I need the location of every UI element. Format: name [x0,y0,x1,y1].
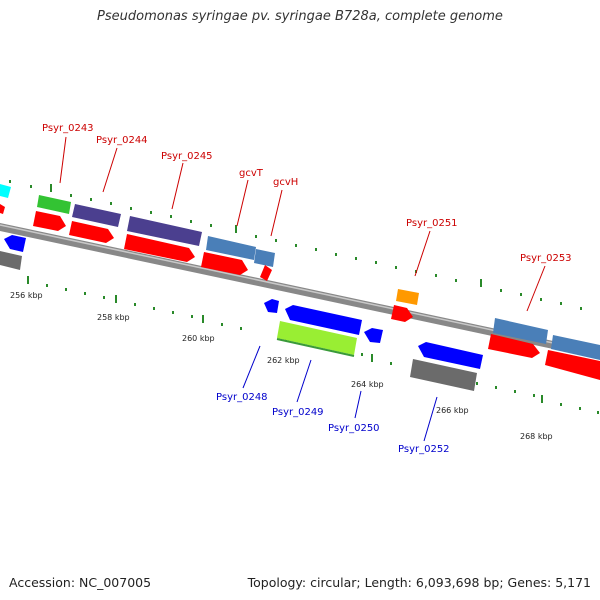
cds-reverse-arrow[interactable] [264,299,279,313]
gene-label-psyr0245[interactable]: Psyr_0245 [161,151,213,162]
scale-label: 266 kbp [436,406,469,415]
gene-cog-lime-shadow [276,338,355,357]
gene-cog-gray-psyr0252[interactable] [410,359,477,391]
cds-reverse-arrow[interactable] [364,328,383,343]
scale-label: 262 kbp [267,356,300,365]
gene-cog-green-psyr0243[interactable] [37,195,71,214]
gene-cog-purple-psyr0245[interactable] [127,216,202,246]
leader-line [59,136,67,184]
gene-cog-steelblue-right[interactable] [551,335,600,360]
reverse-leader-lines [242,345,438,442]
gene-label-gcvh[interactable]: gcvH [273,177,298,188]
cds-reverse-arrow[interactable] [418,342,483,369]
cds-reverse-arrow[interactable] [4,235,26,252]
gene-label-psyr0252[interactable]: Psyr_0252 [398,444,450,455]
leader-line [171,162,184,210]
gene-cog-orange-psyr0251[interactable] [396,289,419,305]
cds-forward-arrow[interactable] [0,204,5,214]
cds-forward-arrow[interactable] [124,234,195,262]
scale-label: 264 kbp [351,380,384,389]
leader-line [423,396,438,442]
gene-label-gcvt[interactable]: gcvT [239,168,264,179]
cds-forward-arrow[interactable] [201,252,248,275]
genome-summary-text: Topology: circular; Length: 6,093,698 bp… [247,575,591,590]
cds-reverse-arrow[interactable] [285,305,362,335]
reverse-cds-track [4,235,483,369]
gene-cog-purple-psyr0244[interactable] [72,204,121,227]
gene-cog-steelblue-gcvt[interactable] [206,236,256,260]
cds-forward-arrow[interactable] [69,221,114,243]
gene-label-psyr0248[interactable]: Psyr_0248 [216,392,268,403]
scale-label: 258 kbp [97,313,130,322]
cds-forward-arrow[interactable] [260,265,272,281]
gene-cog-cyan[interactable] [0,184,11,198]
gene-cog-gray[interactable] [0,251,22,270]
leader-line [354,390,362,419]
gene-cog-steelblue-psyr0253[interactable] [493,318,548,344]
leader-line [242,345,261,389]
scale-label: 256 kbp [10,291,43,300]
leader-line [270,189,283,237]
gene-label-psyr0253[interactable]: Psyr_0253 [520,253,572,264]
leader-line [296,359,312,403]
reverse-cog-track [0,251,477,391]
gene-label-psyr0243[interactable]: Psyr_0243 [42,123,94,134]
leader-line [102,147,118,193]
leader-line [526,265,546,312]
scale-label: 268 kbp [520,432,553,441]
gene-cog-steelblue-gcvh[interactable] [254,249,275,267]
map-title: Pseudomonas syringae pv. syringae B728a,… [97,9,503,24]
gene-label-psyr0251[interactable]: Psyr_0251 [406,218,458,229]
leader-line [414,230,431,277]
forward-cds-track [0,204,600,380]
leader-line [236,179,249,227]
cds-forward-arrow[interactable] [488,334,540,358]
gene-label-psyr0244[interactable]: Psyr_0244 [96,135,148,146]
scale-label: 260 kbp [182,334,215,343]
cds-forward-arrow[interactable] [545,350,600,380]
cds-forward-arrow[interactable] [33,211,66,231]
gene-cog-lime-psyr0249[interactable] [277,321,357,355]
cds-forward-arrow[interactable] [391,305,413,322]
gene-label-psyr0250[interactable]: Psyr_0250 [328,423,380,434]
accession-text: Accession: NC_007005 [9,575,152,590]
forward-cog-track [0,184,600,360]
forward-leader-lines [59,136,546,312]
gene-label-psyr0249[interactable]: Psyr_0249 [272,407,324,418]
